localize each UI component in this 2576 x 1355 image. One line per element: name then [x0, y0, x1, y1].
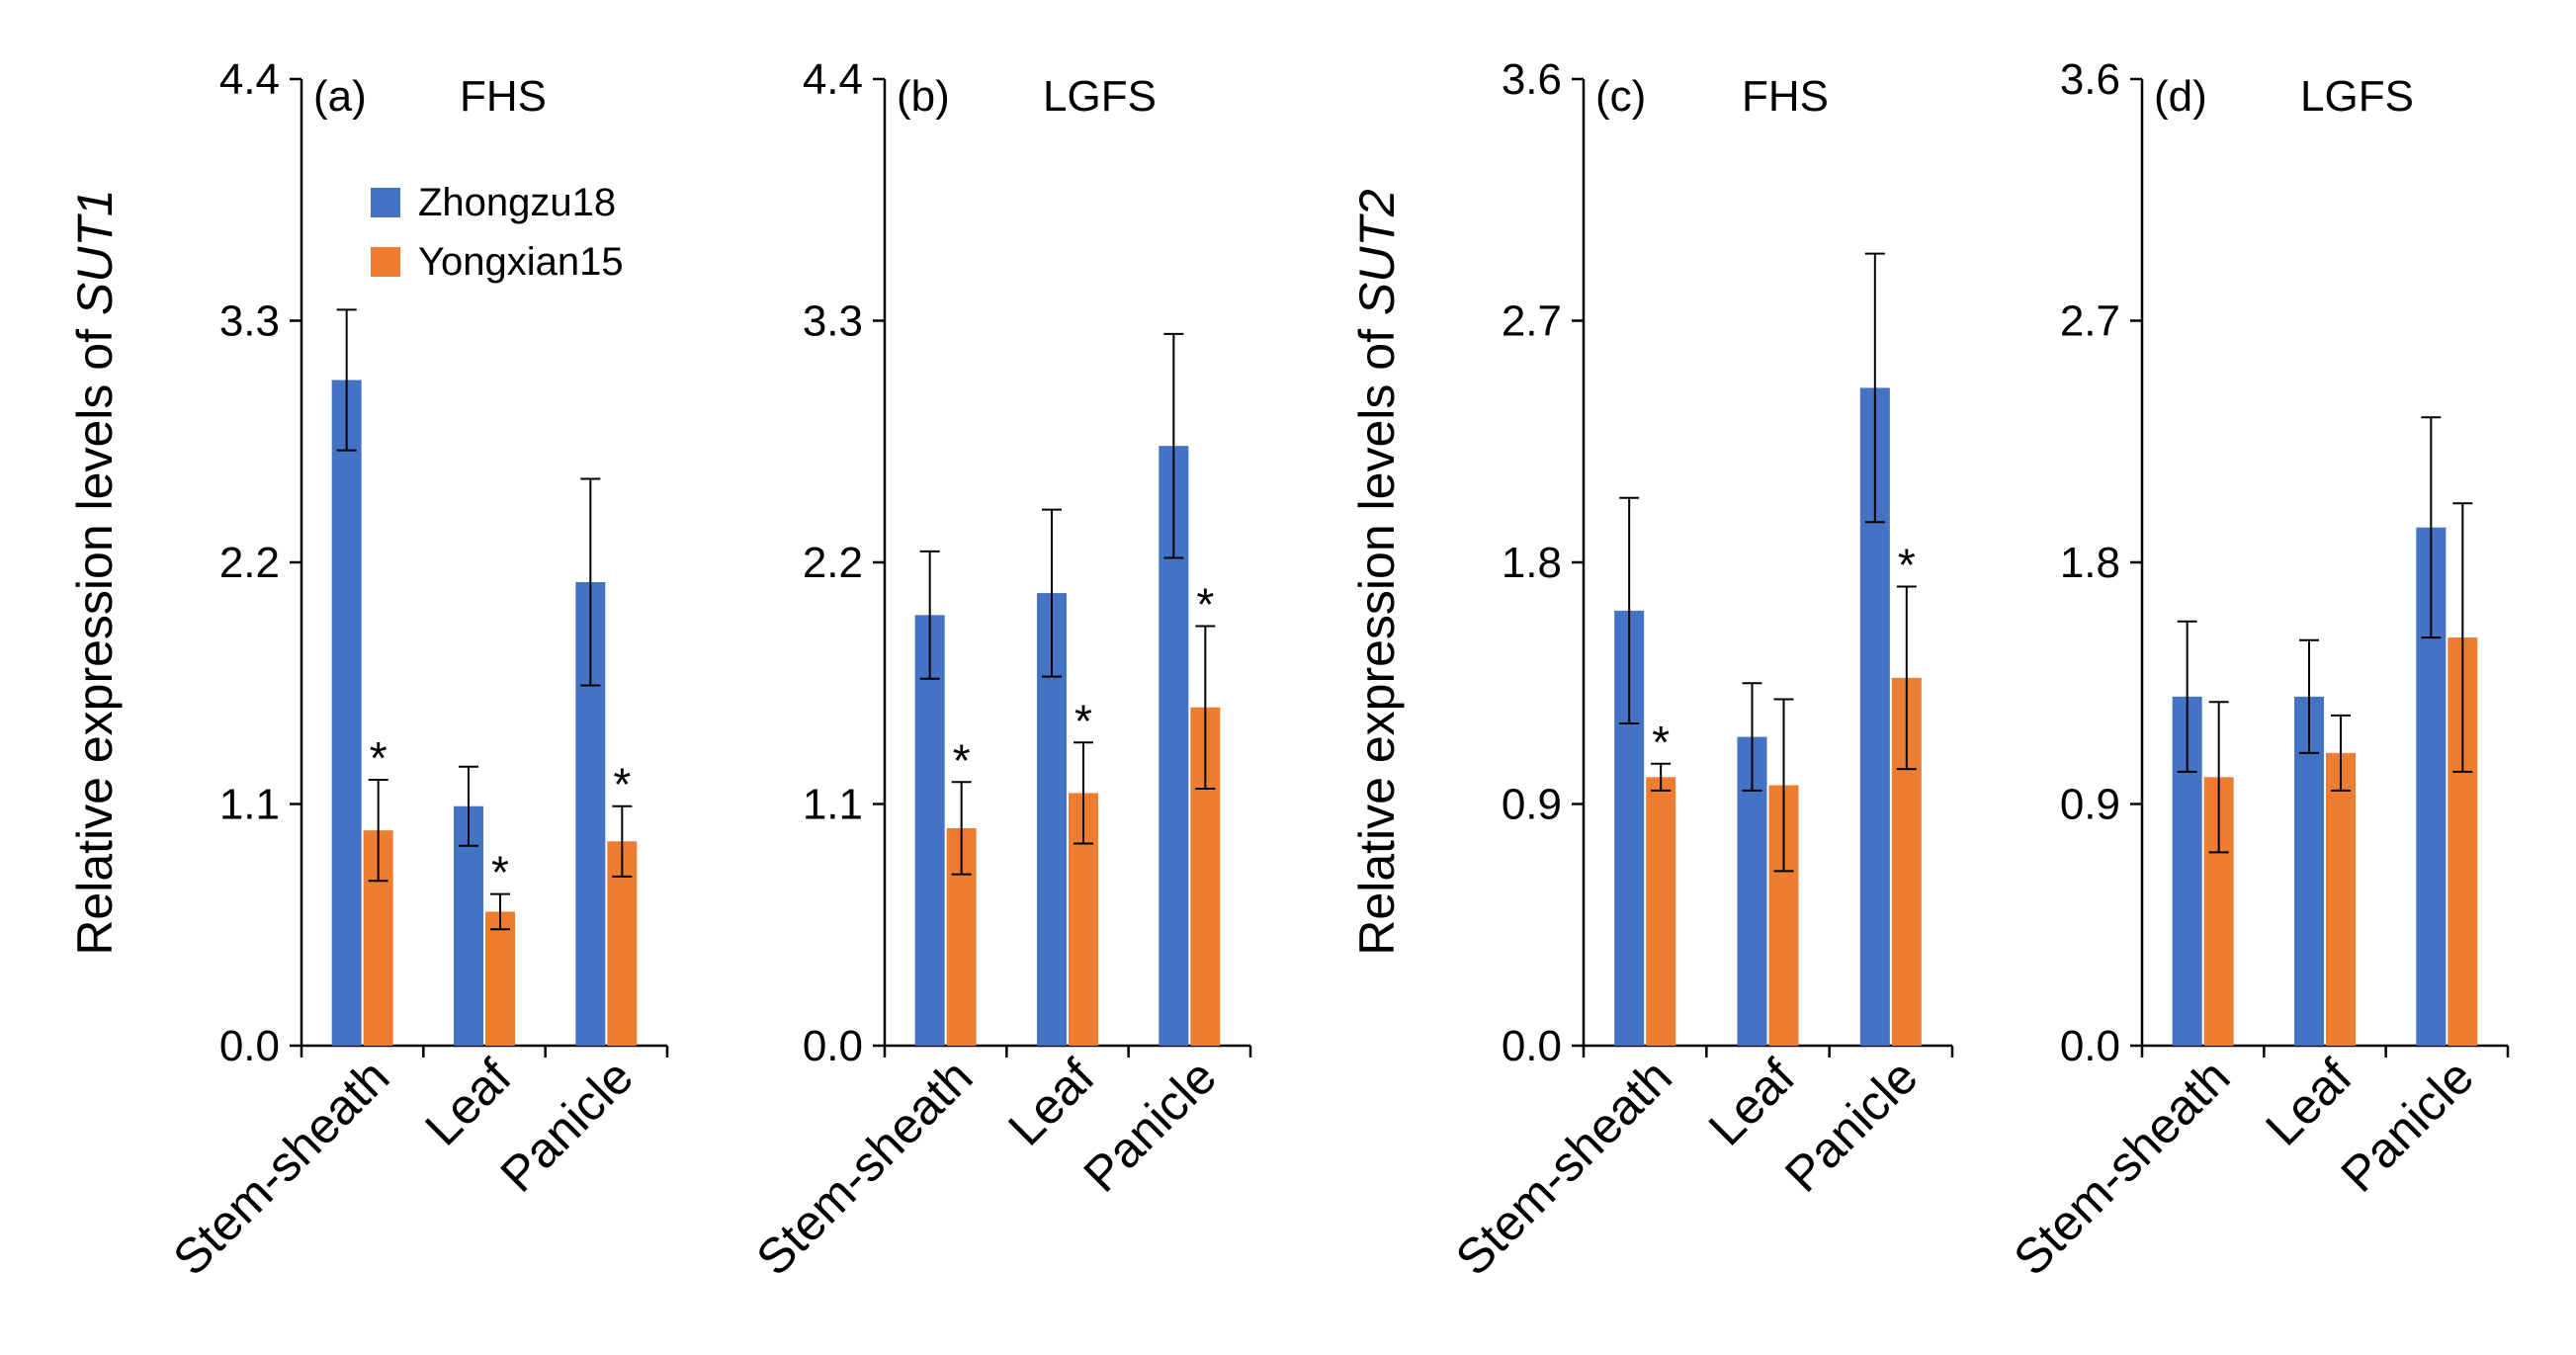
panel-title: FHS	[460, 72, 547, 121]
chart-panel-2: 0.0 1.1 2.2 3.3 4.4 * Stem-sheath * Leaf * Panicle…	[745, 55, 1252, 1286]
legend-label: Yongxian15	[418, 240, 624, 284]
significance-star: *	[1652, 717, 1670, 768]
legend: Zhongzu18 Yongxian15	[371, 181, 624, 284]
y-tick-label: 3.3	[803, 297, 863, 346]
legend-swatch-zhongzu18	[371, 188, 400, 217]
y-tick-label: 1.8	[2060, 539, 2120, 587]
bar-zhongzu18-stem-sheath	[914, 615, 945, 1046]
panel-label: (d)	[2154, 72, 2207, 121]
panel-title: LGFS	[1043, 72, 1157, 121]
chart-panel-1: 0.0 1.1 2.2 3.3 4.4 * Stem-sheath * Leaf * Panicle…	[67, 55, 669, 1286]
y-axis-title-prefix: Relative expression levels of	[67, 315, 123, 956]
category-label: Stem-sheath	[745, 1049, 983, 1286]
y-tick-label: 2.2	[219, 539, 280, 587]
panel-title: LGFS	[2300, 72, 2414, 121]
significance-star: *	[1074, 695, 1092, 746]
y-tick-label: 3.6	[1502, 55, 1562, 104]
significance-star: *	[370, 732, 387, 784]
y-tick-label: 4.4	[803, 55, 863, 104]
chart-panel-3: 0.0 0.9 1.8 2.7 3.6 * Stem-sheath Leaf * Panicle (…	[1349, 55, 1954, 1286]
category-label: Leaf	[1698, 1049, 1805, 1155]
y-tick-label: 0.0	[803, 1022, 863, 1070]
significance-star: *	[491, 847, 509, 898]
y-tick-label: 0.0	[219, 1022, 280, 1070]
bar-zhongzu18-stem-sheath	[331, 380, 362, 1046]
category-label: Leaf	[2255, 1049, 2361, 1155]
y-tick-label: 3.3	[219, 297, 280, 346]
significance-star: *	[1196, 578, 1214, 630]
significance-star: *	[953, 734, 971, 786]
significance-star: *	[613, 759, 631, 810]
y-tick-label: 2.2	[803, 539, 863, 587]
bar-yongxian15-leaf	[485, 911, 515, 1046]
bar-yongxian15-leaf	[2326, 752, 2356, 1046]
category-label: Panicle	[1774, 1049, 1929, 1203]
bar-zhongzu18-leaf	[2294, 696, 2324, 1046]
category-label: Panicle	[2331, 1049, 2485, 1203]
legend-swatch-yongxian15	[371, 247, 400, 277]
y-tick-label: 0.0	[2060, 1022, 2120, 1070]
category-label: Leaf	[414, 1049, 521, 1155]
y-tick-label: 1.8	[1502, 539, 1562, 587]
y-axis-title-gene: SUT1	[67, 189, 123, 315]
y-tick-label: 3.6	[2060, 55, 2120, 104]
y-tick-label: 0.9	[1502, 781, 1562, 829]
category-label: Panicle	[1073, 1049, 1228, 1203]
panel-label: (a)	[313, 72, 367, 121]
category-label: Stem-sheath	[162, 1049, 399, 1286]
y-tick-label: 1.1	[803, 781, 863, 829]
category-label: Stem-sheath	[2003, 1049, 2240, 1286]
panel-label: (c)	[1595, 72, 1646, 121]
category-label: Leaf	[997, 1049, 1104, 1155]
y-tick-label: 2.7	[2060, 297, 2120, 346]
y-tick-label: 4.4	[219, 55, 280, 104]
category-label: Stem-sheath	[1445, 1049, 1682, 1286]
y-axis-title: Relative expression levels of SUT2	[1349, 189, 1405, 956]
legend-label: Zhongzu18	[418, 181, 616, 224]
y-axis-title-gene: SUT2	[1349, 189, 1405, 315]
y-axis-title-prefix: Relative expression levels of	[1349, 315, 1405, 956]
y-tick-label: 1.1	[219, 781, 280, 829]
y-tick-label: 0.9	[2060, 781, 2120, 829]
y-axis-title: Relative expression levels of SUT1	[67, 189, 123, 955]
panel-title: FHS	[1742, 72, 1829, 121]
y-tick-label: 2.7	[1502, 297, 1562, 346]
bar-yongxian15-stem-sheath	[1646, 777, 1676, 1046]
significance-star: *	[1898, 539, 1916, 590]
y-tick-label: 0.0	[1502, 1022, 1562, 1070]
category-label: Panicle	[490, 1049, 644, 1203]
panel-label: (b)	[897, 72, 950, 121]
